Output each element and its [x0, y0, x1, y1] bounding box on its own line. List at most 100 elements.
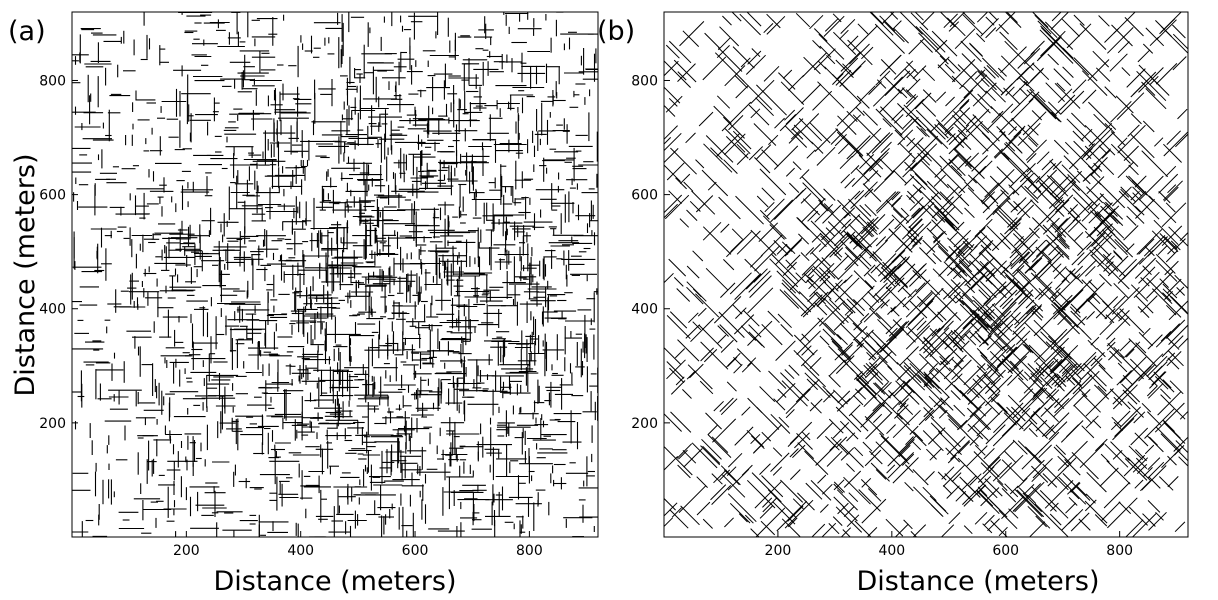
panel-b-fracture-segment	[871, 132, 893, 154]
panel-b-fracture-segment	[1000, 151, 1026, 178]
panel-b-fracture-segment	[1163, 186, 1179, 202]
panel-b-fracture-segment	[944, 380, 955, 391]
panel-b-fracture-segment	[1168, 226, 1188, 247]
panel-b-fracture-segment	[668, 97, 678, 107]
panel-b-fracture-segment	[788, 182, 800, 193]
panel-b-fracture-segment	[1165, 319, 1186, 339]
panel-b-fracture-segment	[976, 365, 996, 385]
panel-b-fracture-segment	[860, 479, 878, 496]
panel-b-fracture-segment	[1027, 137, 1038, 147]
panel-b-fracture-segment	[994, 346, 1020, 371]
panel-b-fracture-segment	[1058, 476, 1087, 505]
panel-b-fracture-segment	[863, 364, 884, 385]
panel-b-fracture-segment	[980, 244, 1009, 273]
panel-b-fracture-segment	[1094, 384, 1110, 400]
panel-b-fracture-segment	[1007, 394, 1038, 425]
panel-b-fracture-segment	[1109, 53, 1128, 72]
panel-b-fracture-segment	[1113, 251, 1123, 261]
panel-b-fracture-segment	[1158, 173, 1179, 194]
panel-b-fracture-segment	[801, 345, 812, 356]
panel-b-fracture-segment	[905, 135, 932, 162]
panel-b-fracture-segment	[1135, 295, 1154, 314]
panel-b-fracture-segment	[670, 411, 692, 433]
panel-b-fracture-segment	[748, 146, 764, 161]
panel-b-fracture-segment	[785, 243, 796, 255]
panel-b-fracture-segment	[897, 129, 914, 146]
panel-b-fracture-segment	[977, 93, 993, 110]
panel-b-fracture-segment	[918, 409, 935, 426]
panel-b-fracture-segment	[1063, 49, 1090, 76]
panel-b-fracture-segment	[948, 418, 960, 430]
panel-b-fracture-segment	[901, 87, 912, 98]
panel-b-fracture-segment	[1046, 388, 1057, 399]
panel-b-fracture-segment	[828, 375, 841, 388]
panel-b-fracture-segment	[697, 307, 707, 317]
panel-b-fracture-segment	[844, 342, 865, 363]
panel-b-fracture-segment	[1130, 134, 1155, 159]
panel-b-fracture-segment	[781, 282, 812, 313]
panel-b-fracture-segment	[891, 194, 903, 207]
panel-b-fracture-segment	[953, 354, 967, 368]
panel-b-fracture-segment	[781, 279, 797, 294]
panel-b-fracture-segment	[933, 230, 946, 244]
panel-b-fracture-segment	[887, 439, 915, 467]
panel-b-fracture-segment	[837, 249, 869, 281]
panel-b-fracture-segment	[950, 164, 963, 177]
panel-b-fracture-segment	[1072, 289, 1083, 300]
panel-b-fracture-segment	[803, 56, 821, 75]
panel-b-fracture-segment	[1077, 387, 1088, 398]
panel-b-fracture-segment	[835, 128, 864, 157]
panel-b-fracture-segment	[769, 224, 785, 240]
panel-b-fracture-segment	[860, 402, 886, 428]
panel-b-fracture-segment	[983, 66, 996, 79]
panel-b-fracture-segment	[932, 253, 942, 263]
panel-b-fracture-segment	[664, 272, 674, 284]
panel-b-fracture-segment	[762, 497, 773, 508]
panel-b-fracture-segment	[1037, 20, 1052, 35]
panel-b-fracture-segment	[976, 33, 986, 43]
panel-b-fracture-segment	[738, 513, 748, 523]
panel-b-fracture-segment	[1032, 372, 1057, 397]
panel-b-fracture-segment	[1157, 245, 1168, 256]
panel-b-fracture-segment	[904, 175, 915, 186]
panel-b-fracture-segment	[915, 179, 926, 190]
panel-b-fracture-segment	[846, 135, 871, 160]
panel-b-fracture-segment	[993, 333, 1014, 354]
panel-b-fracture-segment	[912, 192, 939, 219]
panel-b-fracture-segment	[829, 438, 842, 451]
panel-b-fracture-segment	[942, 282, 961, 300]
panel-b-fracture-segment	[1175, 133, 1188, 148]
panel-b-fracture-segment	[770, 199, 794, 223]
panel-b-fracture-segment	[680, 505, 700, 526]
panel-b-fracture-segment	[664, 346, 682, 365]
panel-b-fracture-segment	[1117, 362, 1128, 373]
panel-b-fracture-segment	[734, 75, 748, 89]
panel-b-fracture-segment	[1026, 163, 1036, 173]
panel-b-fracture-segment	[836, 334, 848, 346]
panel-b-fracture-segment	[905, 205, 925, 224]
panel-b-fracture-segment	[805, 247, 815, 256]
panel-b-fracture-segment	[1095, 438, 1108, 452]
panel-b-fracture-segment	[948, 21, 960, 32]
panel-b-fracture-segment	[905, 160, 916, 171]
panel-b-fracture-segment	[969, 473, 982, 486]
panel-b-fracture-segment	[1061, 279, 1093, 311]
panel-b-fracture-segment	[1085, 415, 1099, 429]
panel-b-fracture-segment	[670, 147, 697, 175]
panel-b-fracture-segment	[732, 46, 755, 69]
panel-b-fracture-segment	[720, 398, 738, 416]
panel-b-fracture-segment	[923, 336, 933, 347]
panel-b-fracture-segment	[1106, 337, 1116, 347]
panel-b-fracture-segment	[736, 153, 749, 165]
panel-b-fracture-segment	[724, 517, 734, 528]
panel-b-fracture-segment	[957, 419, 968, 431]
panel-b-fracture-segment	[779, 107, 804, 132]
panel-b-fracture-segment	[821, 257, 831, 267]
panel-b-fracture-segment	[678, 449, 688, 460]
panel-b-fracture-segment	[1160, 388, 1171, 400]
panel-b-fracture-segment	[1009, 485, 1019, 495]
panel-b-fracture-segment	[1130, 284, 1149, 302]
panel-b-fracture-segment	[1016, 199, 1033, 216]
panel-b-fracture-segment	[980, 199, 990, 209]
panel-b-fracture-segment	[976, 12, 989, 23]
